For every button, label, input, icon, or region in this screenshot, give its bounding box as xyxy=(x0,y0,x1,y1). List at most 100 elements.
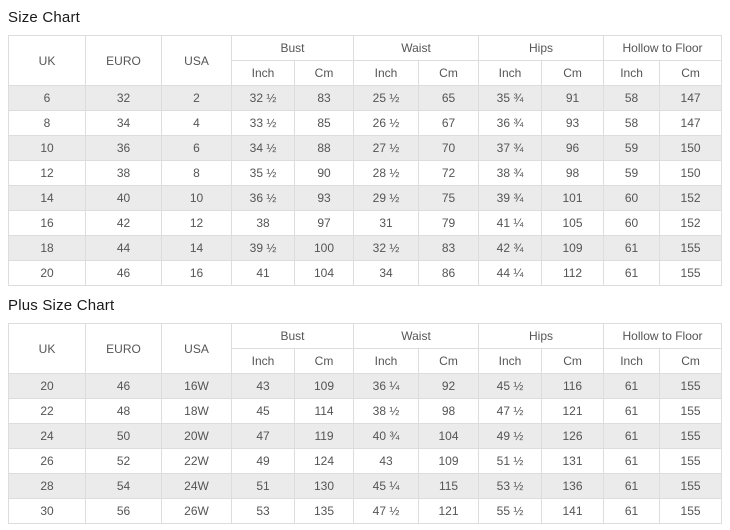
table-cell: 43 xyxy=(353,448,420,474)
table-row: 20 46 16W 43 109 36 ¼ 92 45 ½ 116 61 155 xyxy=(8,373,723,399)
table-cell: 39 ½ xyxy=(231,235,295,261)
table-cell: 34 ½ xyxy=(231,135,295,161)
table-cell: 51 ½ xyxy=(478,448,543,474)
table-cell: 93 xyxy=(541,110,605,136)
table-cell: 98 xyxy=(418,398,480,424)
unit-header-waist-inch: Inch xyxy=(353,348,420,374)
unit-header-hips-cm: Cm xyxy=(541,348,605,374)
plus-size-chart-body: 20 46 16W 43 109 36 ¼ 92 45 ½ 116 61 155 22 48 18W 45 1… xyxy=(8,373,723,524)
table-cell: 155 xyxy=(659,498,723,524)
table-row: 28 54 24W 51 130 45 ¼ 115 53 ½ 136 61 155 xyxy=(8,473,723,499)
table-cell: 36 ½ xyxy=(231,185,295,211)
table-cell: 121 xyxy=(418,498,480,524)
unit-header-waist-cm: Cm xyxy=(418,348,480,374)
table-cell: 8 xyxy=(8,110,86,136)
table-cell: 152 xyxy=(659,210,723,236)
column-header-uk: UK xyxy=(8,35,86,86)
table-cell: 92 xyxy=(418,373,480,399)
table-cell: 24 xyxy=(8,423,86,449)
table-cell: 98 xyxy=(541,160,605,186)
table-cell: 25 ½ xyxy=(353,85,420,111)
unit-header-bust-inch: Inch xyxy=(231,348,295,374)
table-cell: 88 xyxy=(293,135,355,161)
column-group-hips: Hips xyxy=(478,323,605,349)
table-cell: 20 xyxy=(8,260,86,286)
table-header-row: UK EURO USA Bust Waist Hips Hollow to Fl… xyxy=(8,323,723,374)
table-cell: 58 xyxy=(603,110,661,136)
table-cell: 86 xyxy=(418,260,480,286)
table-cell: 50 xyxy=(85,423,162,449)
table-cell: 41 xyxy=(231,260,295,286)
table-cell: 42 xyxy=(85,210,162,236)
unit-header-waist-cm: Cm xyxy=(418,60,480,86)
table-cell: 14 xyxy=(8,185,86,211)
table-cell: 39 ¾ xyxy=(478,185,543,211)
table-row: 6 32 2 32 ½ 83 25 ½ 65 35 ¾ 91 58 147 xyxy=(8,85,723,111)
table-cell: 60 xyxy=(603,185,661,211)
table-cell: 147 xyxy=(659,85,723,111)
table-cell: 155 xyxy=(659,448,723,474)
table-cell: 112 xyxy=(541,260,605,286)
table-cell: 36 xyxy=(85,135,162,161)
table-cell: 32 ½ xyxy=(231,85,295,111)
table-cell: 20 xyxy=(8,373,86,399)
table-row: 8 34 4 33 ½ 85 26 ½ 67 36 ¾ 93 58 147 xyxy=(8,110,723,136)
table-cell: 59 xyxy=(603,135,661,161)
table-cell: 124 xyxy=(293,448,355,474)
table-cell: 150 xyxy=(659,135,723,161)
unit-header-hollow-cm: Cm xyxy=(659,348,723,374)
table-cell: 83 xyxy=(293,85,355,111)
table-cell: 44 ¼ xyxy=(478,260,543,286)
table-cell: 85 xyxy=(293,110,355,136)
table-cell: 61 xyxy=(603,373,661,399)
table-row: 22 48 18W 45 114 38 ½ 98 47 ½ 121 61 155 xyxy=(8,398,723,424)
size-chart-body: 6 32 2 32 ½ 83 25 ½ 65 35 ¾ 91 58 147 8 34 4 33 ½ 85 26 … xyxy=(8,85,723,286)
table-cell: 2 xyxy=(161,85,232,111)
table-cell: 155 xyxy=(659,423,723,449)
table-cell: 34 xyxy=(85,110,162,136)
table-cell: 43 xyxy=(231,373,295,399)
table-cell: 31 xyxy=(353,210,420,236)
table-cell: 59 xyxy=(603,160,661,186)
table-cell: 90 xyxy=(293,160,355,186)
table-row: 20 46 16 41 104 34 86 44 ¼ 112 61 155 xyxy=(8,260,723,286)
column-group-hollow-to-floor: Hollow to Floor xyxy=(603,35,723,61)
table-cell: 33 ½ xyxy=(231,110,295,136)
table-cell: 12 xyxy=(161,210,232,236)
table-cell: 32 ½ xyxy=(353,235,420,261)
table-cell: 104 xyxy=(418,423,480,449)
table-cell: 135 xyxy=(293,498,355,524)
table-cell: 56 xyxy=(85,498,162,524)
table-cell: 26W xyxy=(161,498,232,524)
table-cell: 136 xyxy=(541,473,605,499)
column-header-euro: EURO xyxy=(85,35,162,86)
table-cell: 4 xyxy=(161,110,232,136)
table-cell: 38 xyxy=(231,210,295,236)
table-cell: 44 xyxy=(85,235,162,261)
table-cell: 60 xyxy=(603,210,661,236)
column-group-bust: Bust xyxy=(230,35,355,61)
table-cell: 28 ½ xyxy=(353,160,420,186)
table-cell: 121 xyxy=(541,398,605,424)
table-row: 14 40 10 36 ½ 93 29 ½ 75 39 ¾ 101 60 152 xyxy=(8,185,723,211)
unit-header-hollow-inch: Inch xyxy=(603,60,661,86)
table-header-row: UK EURO USA Bust Waist Hips Hollow to Fl… xyxy=(8,35,723,86)
table-cell: 70 xyxy=(418,135,480,161)
table-cell: 61 xyxy=(603,260,661,286)
table-cell: 47 xyxy=(231,423,295,449)
table-cell: 119 xyxy=(293,423,355,449)
table-cell: 147 xyxy=(659,110,723,136)
table-cell: 97 xyxy=(293,210,355,236)
table-cell: 40 ¾ xyxy=(353,423,420,449)
unit-header-hollow-inch: Inch xyxy=(603,348,661,374)
unit-header-waist-inch: Inch xyxy=(353,60,420,86)
table-cell: 114 xyxy=(293,398,355,424)
table-cell: 35 ¾ xyxy=(478,85,543,111)
table-cell: 61 xyxy=(603,448,661,474)
column-group-hips: Hips xyxy=(478,35,605,61)
table-cell: 37 ¾ xyxy=(478,135,543,161)
table-cell: 83 xyxy=(418,235,480,261)
table-cell: 18W xyxy=(161,398,232,424)
table-cell: 91 xyxy=(541,85,605,111)
table-cell: 155 xyxy=(659,235,723,261)
